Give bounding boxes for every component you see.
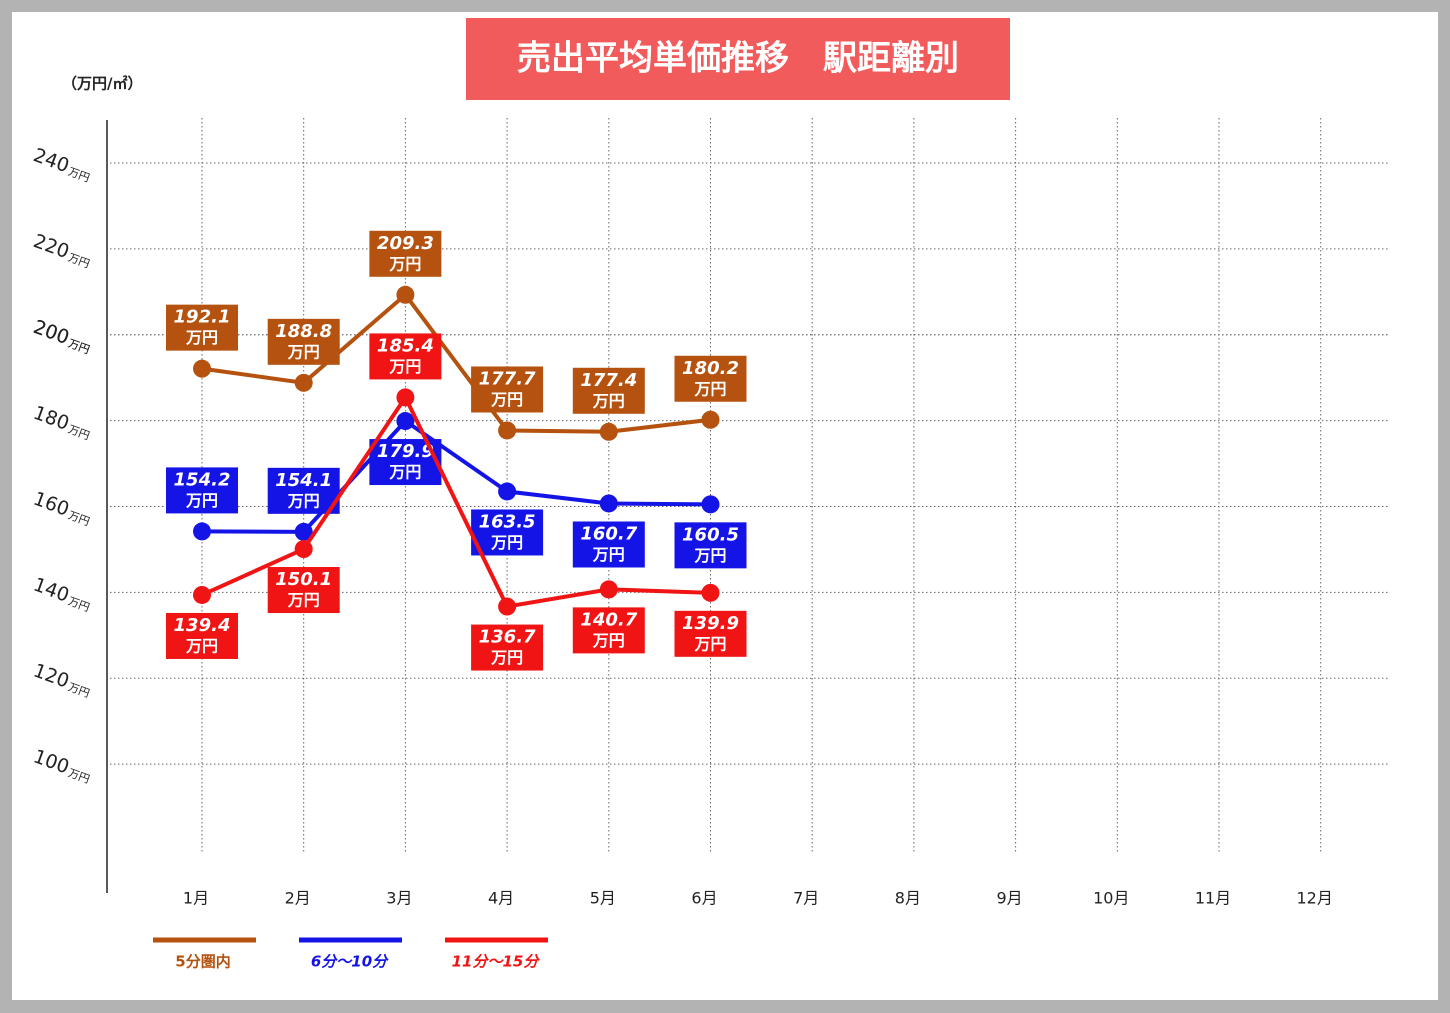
data-label-box	[572, 607, 645, 654]
legend-label: 6分～10分	[311, 953, 389, 971]
data-point	[599, 422, 618, 441]
data-label-unit: 万円	[592, 545, 625, 564]
data-point	[294, 373, 313, 392]
data-label: 185.4	[377, 335, 434, 356]
data-label-unit: 万円	[185, 636, 218, 655]
data-label: 177.7	[479, 368, 536, 389]
chart-title: 売出平均単価推移 駅距離別	[517, 39, 959, 79]
data-label-unit: 万円	[388, 357, 421, 376]
data-label-box	[267, 467, 340, 514]
x-tick-label: 8月	[895, 889, 921, 908]
data-point	[498, 421, 517, 440]
x-tick-label: 3月	[386, 889, 412, 908]
data-label-box	[267, 567, 340, 614]
data-label-unit: 万円	[490, 648, 523, 667]
data-label: 139.9	[682, 613, 739, 634]
series-line	[201, 418, 711, 534]
data-label: 136.7	[479, 627, 536, 648]
x-tick-label: 10月	[1093, 889, 1129, 908]
legend-label: 11分～15分	[452, 953, 541, 971]
series-line	[201, 291, 711, 434]
data-label: 209.3	[377, 233, 434, 254]
data-label-box	[166, 304, 238, 351]
data-point	[396, 388, 415, 407]
data-label-unit: 万円	[490, 533, 523, 552]
plot-background	[12, 12, 1438, 1000]
data-point	[701, 410, 720, 429]
x-tick-label: 2月	[285, 889, 311, 908]
data-label-unit: 万円	[592, 631, 625, 650]
data-label-box	[674, 355, 747, 402]
data-point	[193, 359, 211, 378]
data-label: 139.4	[174, 615, 231, 636]
x-tick-label: 7月	[793, 889, 819, 908]
data-label: 160.7	[580, 523, 637, 544]
data-label-unit: 万円	[693, 379, 726, 398]
data-label-box	[471, 366, 544, 413]
data-label-unit: 万円	[287, 342, 320, 361]
data-label-unit: 万円	[490, 390, 523, 409]
data-label-box	[572, 521, 645, 568]
data-label: 179.9	[377, 441, 434, 462]
data-label: 140.7	[580, 609, 637, 630]
data-point	[396, 285, 415, 304]
x-tick-label: 5月	[590, 889, 616, 908]
data-point	[701, 495, 720, 514]
data-label: 188.8	[275, 321, 332, 342]
x-tick-label: 4月	[488, 889, 514, 908]
data-label-unit: 万円	[185, 328, 218, 347]
y-axis-label: （万円/㎡）	[62, 75, 142, 93]
data-label-box	[267, 318, 340, 365]
data-label-unit: 万円	[287, 491, 320, 510]
x-tick-label: 1月	[183, 889, 209, 908]
data-label-unit: 万円	[693, 546, 726, 565]
data-label-unit: 万円	[287, 591, 320, 610]
data-label-box	[166, 612, 238, 659]
x-tick-label: 9月	[997, 889, 1023, 908]
data-label: 163.5	[479, 511, 536, 532]
data-label-box	[369, 230, 442, 277]
data-point	[599, 580, 618, 599]
data-label-unit: 万円	[388, 463, 421, 482]
x-tick-label: 12月	[1297, 889, 1333, 908]
data-label-box	[674, 610, 747, 657]
data-label-unit: 万円	[185, 491, 218, 510]
data-label-box	[471, 509, 544, 556]
data-label: 150.1	[275, 569, 332, 590]
data-point	[193, 522, 211, 541]
data-label: 180.2	[682, 358, 739, 379]
title-box	[466, 18, 1010, 100]
data-label: 160.5	[682, 524, 739, 545]
series-line	[201, 393, 711, 609]
data-point	[294, 522, 313, 541]
x-tick-label: 11月	[1195, 889, 1231, 908]
data-label-box	[572, 367, 645, 414]
data-label-box	[471, 624, 544, 671]
data-point	[599, 494, 618, 513]
data-point	[498, 482, 517, 501]
data-point	[498, 597, 517, 616]
data-point	[396, 412, 415, 431]
data-label: 154.2	[174, 469, 231, 490]
data-label: 192.1	[174, 307, 231, 328]
data-label: 154.1	[275, 470, 332, 491]
data-label-unit: 万円	[693, 634, 726, 653]
data-label-box	[674, 522, 747, 569]
data-label-unit: 万円	[388, 254, 421, 273]
x-tick-label: 6月	[691, 889, 717, 908]
data-point	[701, 583, 720, 602]
data-label-box	[166, 467, 238, 514]
legend-label: 5分圏内	[175, 953, 230, 971]
data-point	[193, 585, 211, 604]
data-label-box	[369, 333, 442, 380]
data-label-unit: 万円	[592, 391, 625, 410]
data-label: 177.4	[580, 370, 637, 391]
data-point	[294, 540, 313, 559]
